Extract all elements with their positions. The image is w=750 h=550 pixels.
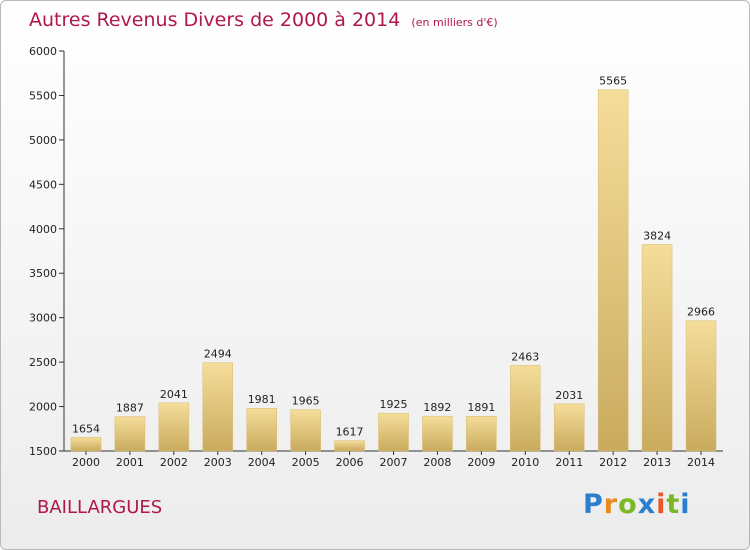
logo-letter: P [583, 489, 604, 520]
value-label-2001: 1887 [116, 402, 144, 415]
x-tick-label-2000: 2000 [72, 456, 100, 469]
value-label-2011: 2031 [555, 389, 583, 402]
y-tick-label: 3000 [29, 312, 57, 325]
y-tick-label: 1500 [29, 445, 57, 458]
value-label-2008: 1892 [423, 401, 451, 414]
bar-2014 [685, 320, 717, 452]
x-tick-label-2003: 2003 [204, 456, 232, 469]
value-label-2013: 3824 [643, 229, 671, 242]
x-tick-label-2010: 2010 [511, 456, 539, 469]
chart-labels: 1654 2000 1887 2001 2041 2002 2494 2003 1981 2004… [72, 75, 715, 469]
logo-letter: i [656, 489, 667, 520]
y-tick-label: 5000 [29, 134, 57, 147]
bar-2008 [422, 415, 453, 452]
x-tick-label-2002: 2002 [160, 456, 188, 469]
logo-letter: o [618, 489, 638, 520]
value-label-2002: 2041 [160, 388, 188, 401]
chart-bars [70, 89, 717, 452]
bar-2010 [510, 365, 541, 452]
bar-2012 [597, 89, 629, 452]
logo-letter: r [603, 489, 619, 520]
commune-name: BAILLARGUES [37, 497, 163, 518]
value-label-2014: 2966 [687, 306, 715, 319]
bar-2005 [290, 409, 321, 452]
x-tick-label-2014: 2014 [687, 456, 715, 469]
value-label-2009: 1891 [467, 401, 495, 414]
bar-2011 [553, 403, 585, 452]
value-label-2010: 2463 [511, 350, 539, 363]
x-tick-label-2007: 2007 [380, 456, 408, 469]
bar-2007 [378, 412, 409, 452]
x-tick-label-2012: 2012 [599, 456, 627, 469]
y-tick-label: 6000 [29, 45, 57, 58]
logo-letter: x [637, 489, 657, 520]
y-tick-label: 4000 [29, 223, 57, 236]
y-tick-label: 2000 [29, 401, 57, 414]
bar-2002 [158, 402, 190, 452]
chart-title: Autres Revenus Divers de 2000 à 2014 (en… [29, 9, 498, 31]
value-label-2004: 1981 [248, 393, 276, 406]
x-tick-label-2006: 2006 [336, 456, 364, 469]
value-label-2003: 2494 [204, 348, 232, 361]
bar-2001 [114, 416, 146, 452]
value-label-2006: 1617 [336, 426, 364, 439]
logo-letter: i [680, 489, 691, 520]
value-label-2012: 5565 [599, 75, 627, 88]
x-tick-label-2009: 2009 [467, 456, 495, 469]
x-tick-label-2004: 2004 [248, 456, 276, 469]
x-tick-label-2008: 2008 [423, 456, 451, 469]
bar-2009 [466, 415, 497, 452]
proxiti-logo: Proxiti [583, 489, 691, 520]
bar-2000 [70, 437, 102, 452]
value-label-2000: 1654 [72, 422, 100, 435]
x-tick-label-2001: 2001 [116, 456, 144, 469]
x-tick-label-2005: 2005 [292, 456, 320, 469]
bar-2013 [641, 244, 673, 452]
x-tick-label-2013: 2013 [643, 456, 671, 469]
bar-2004 [246, 407, 277, 452]
x-tick-label-2011: 2011 [555, 456, 583, 469]
y-tick-label: 2500 [29, 356, 57, 369]
value-label-2007: 1925 [380, 398, 408, 411]
bar-2006 [334, 440, 365, 452]
chart-title-main: Autres Revenus Divers de 2000 à 2014 [29, 9, 401, 31]
bar-2003 [202, 362, 234, 452]
y-tick-label: 3500 [29, 267, 57, 280]
y-tick-label: 5500 [29, 89, 57, 102]
y-tick-label: 4500 [29, 178, 57, 191]
value-label-2005: 1965 [292, 395, 320, 408]
chart-title-unit: (en milliers d'€) [411, 16, 498, 29]
logo-letter: t [666, 489, 681, 520]
